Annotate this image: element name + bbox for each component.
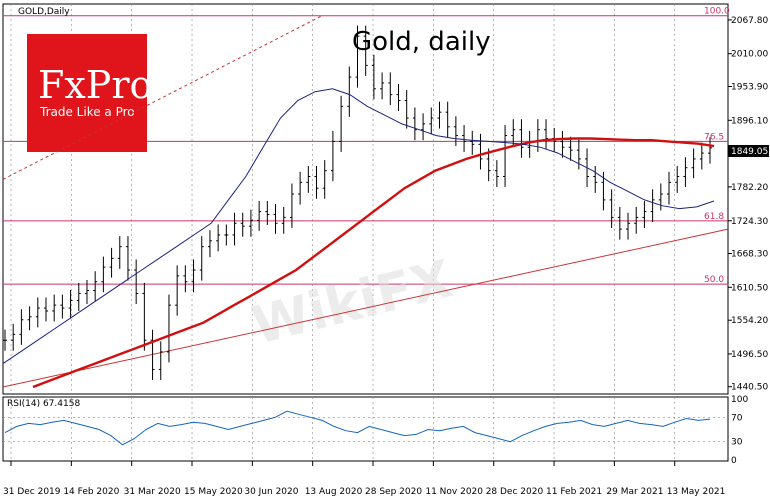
support-trend-line bbox=[2, 228, 729, 388]
logo-tagline: Trade Like a Pro bbox=[39, 105, 135, 119]
fib-levels: 100.0 76.5 61.8 50.0 bbox=[3, 7, 730, 285]
moving-averages bbox=[2, 88, 715, 389]
x-tick-label: 31 Mar 2020 bbox=[124, 487, 181, 497]
x-tick-label: 28 Dec 2020 bbox=[486, 487, 544, 497]
y-tick-label: 1724.30 bbox=[731, 217, 768, 227]
x-tick-label: 14 Feb 2020 bbox=[63, 487, 119, 497]
current-price-label: 1849.05 bbox=[731, 147, 768, 157]
fib-level-label: 76.5 bbox=[704, 132, 724, 142]
y-tick-label: 1554.20 bbox=[731, 316, 768, 326]
date-axis: 31 Dec 2019 14 Feb 2020 31 Mar 2020 15 May … bbox=[3, 461, 725, 497]
price-bars bbox=[3, 25, 712, 380]
x-tick-label: 29 Mar 2021 bbox=[606, 487, 663, 497]
trend-lines bbox=[2, 15, 729, 388]
y-tick-label: 1610.50 bbox=[731, 283, 768, 293]
y-tick-label: 2067.80 bbox=[731, 16, 768, 26]
fib-level-label: 50.0 bbox=[704, 275, 724, 285]
fxpro-logo: FxPro Trade Like a Pro bbox=[27, 34, 152, 152]
logo-name: FxPro bbox=[38, 63, 152, 107]
y-tick-label: 1953.90 bbox=[731, 83, 768, 93]
logo-background bbox=[27, 34, 147, 152]
rsi-level-label: 30 bbox=[731, 438, 743, 448]
grid-layer bbox=[10, 4, 676, 461]
rsi-label: RSI(14) 67.4158 bbox=[7, 399, 80, 409]
rsi-level-label: 100 bbox=[731, 395, 748, 405]
y-tick-label: 1668.30 bbox=[731, 249, 768, 259]
x-tick-label: 15 May 2020 bbox=[184, 487, 243, 497]
fib-level-label: 100.0 bbox=[704, 7, 730, 17]
fib-level-label: 61.8 bbox=[704, 212, 724, 222]
rsi-panel-frame bbox=[2, 396, 729, 462]
y-tick-label: 1896.10 bbox=[731, 116, 768, 126]
current-price-box bbox=[728, 145, 769, 157]
chart-title: Gold, daily bbox=[352, 27, 491, 57]
rsi-line bbox=[4, 410, 711, 446]
x-tick-label: 28 Sep 2020 bbox=[365, 487, 422, 497]
ma200-line bbox=[32, 137, 715, 389]
x-tick-label: 11 Nov 2020 bbox=[425, 487, 483, 497]
y-tick-label: 1782.20 bbox=[731, 183, 768, 193]
rsi-level-label: 70 bbox=[731, 413, 743, 423]
x-tick-label: 11 Feb 2021 bbox=[546, 487, 602, 497]
x-tick-label: 13 Aug 2020 bbox=[305, 487, 363, 497]
rsi-indicator: 100 70 30 0 bbox=[3, 395, 748, 466]
rsi-level-label: 0 bbox=[731, 456, 737, 466]
symbol-label: GOLD,Daily bbox=[18, 7, 70, 17]
price-axis: 2067.802010.001953.901896.101840.301782.… bbox=[728, 16, 768, 393]
x-tick-label: 30 Jun 2020 bbox=[244, 487, 298, 497]
y-tick-label: 2010.00 bbox=[731, 50, 768, 60]
x-tick-label: 31 Dec 2019 bbox=[3, 487, 61, 497]
x-tick-label: 13 May 2021 bbox=[667, 487, 726, 497]
current-price-marker: 1849.05 bbox=[728, 145, 769, 157]
ma50-line bbox=[2, 88, 715, 365]
y-tick-label: 1440.50 bbox=[731, 383, 768, 393]
y-tick-label: 1496.50 bbox=[731, 350, 768, 360]
